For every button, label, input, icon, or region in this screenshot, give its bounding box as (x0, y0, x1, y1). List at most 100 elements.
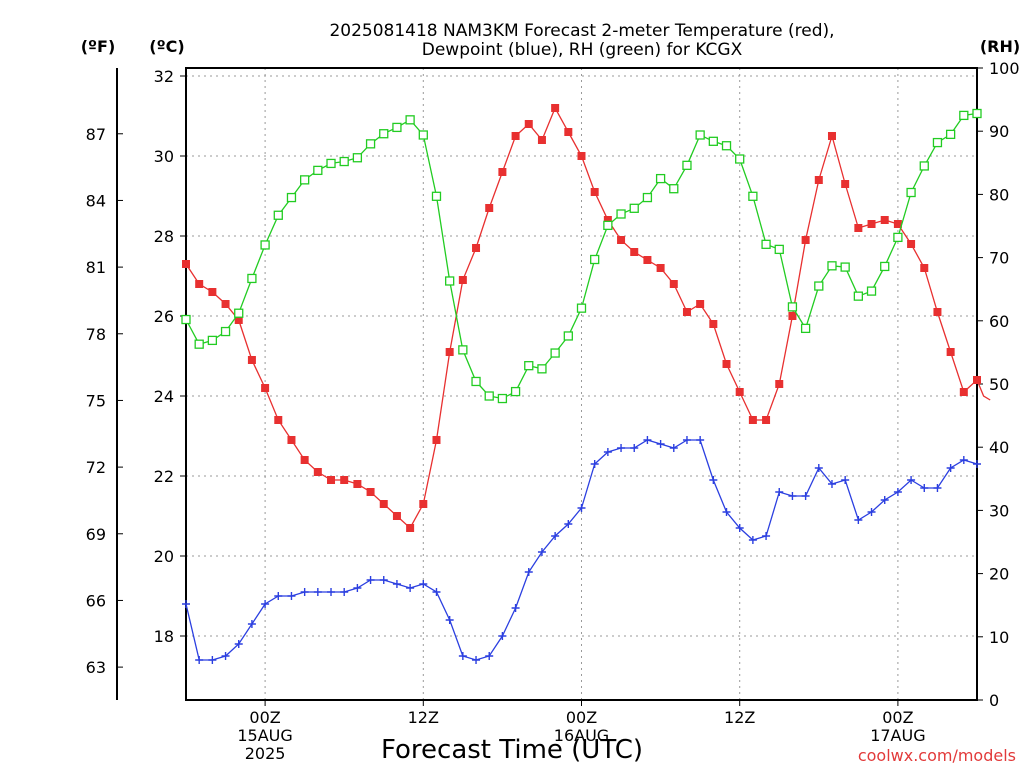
chart-title-line-1: 2025081418 NAM3KM Forecast 2-meter Tempe… (329, 21, 834, 41)
time-tick-label: 2025 (245, 744, 286, 763)
rh-point (512, 388, 520, 396)
rh-unit-label: (RH) (980, 37, 1020, 56)
chart-background (0, 0, 1024, 768)
temperature-point (749, 416, 757, 424)
rh-point (670, 185, 678, 193)
rh-point (960, 111, 968, 119)
rh-point (933, 139, 941, 147)
rh-point (248, 274, 256, 282)
temperature-point (841, 180, 849, 188)
rh-point (947, 130, 955, 138)
rh-tick-label: 90 (989, 122, 1009, 141)
temperature-point (643, 256, 651, 264)
rh-point (854, 292, 862, 300)
temperature-point (380, 500, 388, 508)
rh-point (709, 137, 717, 145)
celsius-tick-label: 26 (154, 307, 174, 326)
rh-point (208, 336, 216, 344)
rh-point (775, 245, 783, 253)
temperature-point (709, 320, 717, 328)
temperature-point (551, 104, 559, 112)
temperature-point (723, 360, 731, 368)
rh-point (301, 176, 309, 184)
time-tick-label: 17AUG (870, 726, 925, 745)
temperature-point (208, 288, 216, 296)
temperature-point (287, 436, 295, 444)
temperature-point (512, 132, 520, 140)
rh-point (419, 131, 427, 139)
celsius-tick-label: 32 (154, 67, 174, 86)
time-tick-label: 12Z (408, 708, 439, 727)
temperature-point (301, 456, 309, 464)
temperature-point (367, 488, 375, 496)
temperature-point (446, 348, 454, 356)
x-axis-title: Forecast Time (UTC) (381, 735, 643, 765)
rh-point (222, 328, 230, 336)
rh-point (723, 142, 731, 150)
rh-tick-label: 40 (989, 438, 1009, 457)
celsius-unit-label: (ºC) (149, 37, 184, 56)
fahrenheit-tick-label: 75 (86, 391, 106, 410)
temperature-point (868, 220, 876, 228)
rh-point (274, 211, 282, 219)
temperature-point (762, 416, 770, 424)
temperature-point (340, 476, 348, 484)
temperature-point (525, 120, 533, 128)
temperature-point (182, 260, 190, 268)
temperature-point (459, 276, 467, 284)
temperature-point (617, 236, 625, 244)
rh-point (736, 155, 744, 163)
temperature-point (802, 236, 810, 244)
temperature-point (920, 264, 928, 272)
rh-point (788, 303, 796, 311)
temperature-point (327, 476, 335, 484)
rh-point (630, 204, 638, 212)
temperature-point (788, 312, 796, 320)
rh-point (314, 166, 322, 174)
rh-tick-label: 20 (989, 565, 1009, 584)
rh-point (340, 158, 348, 166)
rh-tick-label: 30 (989, 501, 1009, 520)
rh-tick-label: 50 (989, 375, 1009, 394)
fahrenheit-tick-label: 72 (86, 458, 106, 477)
rh-point (261, 241, 269, 249)
temperature-point (815, 176, 823, 184)
celsius-tick-label: 20 (154, 547, 174, 566)
fahrenheit-tick-label: 87 (86, 125, 106, 144)
temperature-point (222, 300, 230, 308)
meteogram-chart: 2025081418 NAM3KM Forecast 2-meter Tempe… (0, 0, 1024, 768)
temperature-point (419, 500, 427, 508)
rh-point (538, 365, 546, 373)
temperature-point (314, 468, 322, 476)
celsius-tick-label: 24 (154, 387, 174, 406)
temperature-point (393, 512, 401, 520)
rh-point (696, 131, 704, 139)
rh-point (749, 192, 757, 200)
temperature-point (696, 300, 704, 308)
rh-point (973, 110, 981, 118)
temperature-point (406, 524, 414, 532)
rh-point (327, 159, 335, 167)
celsius-tick-label: 30 (154, 147, 174, 166)
rh-point (920, 162, 928, 170)
temperature-point (854, 224, 862, 232)
temperature-point (670, 280, 678, 288)
fahrenheit-tick-label: 69 (86, 525, 106, 544)
rh-tick-label: 60 (989, 312, 1009, 331)
rh-point (591, 255, 599, 263)
temperature-point (472, 244, 480, 252)
time-tick-label: 00Z (882, 708, 913, 727)
rh-point (235, 309, 243, 317)
rh-point (432, 192, 440, 200)
temperature-point (933, 308, 941, 316)
rh-tick-label: 100 (989, 59, 1020, 78)
temperature-point (432, 436, 440, 444)
rh-point (182, 316, 190, 324)
rh-point (485, 392, 493, 400)
rh-point (868, 287, 876, 295)
fahrenheit-tick-label: 84 (86, 191, 106, 210)
celsius-tick-label: 22 (154, 467, 174, 486)
temperature-point (736, 388, 744, 396)
celsius-tick-label: 18 (154, 627, 174, 646)
temperature-point (973, 376, 981, 384)
